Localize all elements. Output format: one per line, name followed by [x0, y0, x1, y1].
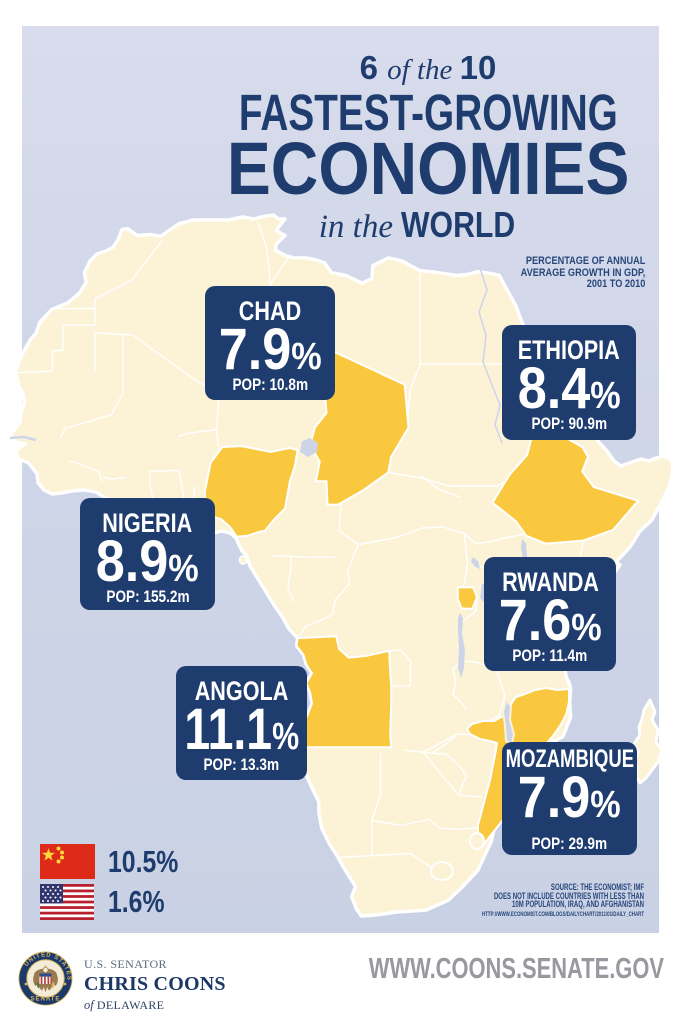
svg-text:SENATE: SENATE [31, 996, 61, 1002]
